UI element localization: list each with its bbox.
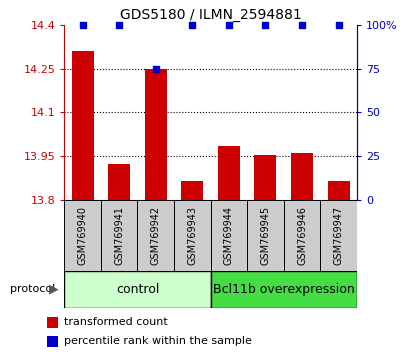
Bar xyxy=(211,271,357,308)
Bar xyxy=(254,155,276,200)
Text: GSM769941: GSM769941 xyxy=(114,206,124,265)
Text: GSM769943: GSM769943 xyxy=(187,206,197,265)
Text: control: control xyxy=(116,283,159,296)
Point xyxy=(79,22,86,28)
Bar xyxy=(64,271,210,308)
Point xyxy=(189,22,195,28)
Text: GSM769942: GSM769942 xyxy=(151,206,161,265)
Bar xyxy=(291,153,313,200)
Bar xyxy=(72,51,94,200)
Text: GSM769940: GSM769940 xyxy=(78,206,88,265)
Point xyxy=(335,22,342,28)
Text: ▶: ▶ xyxy=(49,283,59,296)
Bar xyxy=(47,336,58,347)
Point xyxy=(152,66,159,72)
Title: GDS5180 / ILMN_2594881: GDS5180 / ILMN_2594881 xyxy=(120,8,301,22)
Point xyxy=(226,22,232,28)
Text: percentile rank within the sample: percentile rank within the sample xyxy=(64,336,252,346)
Bar xyxy=(181,181,203,200)
Text: protocol: protocol xyxy=(10,284,56,295)
Bar xyxy=(211,200,247,271)
Bar xyxy=(64,200,101,271)
Bar xyxy=(145,69,167,200)
Bar xyxy=(137,200,174,271)
Text: Bcl11b overexpression: Bcl11b overexpression xyxy=(213,283,355,296)
Bar xyxy=(328,181,349,200)
Bar xyxy=(218,146,240,200)
Point xyxy=(116,22,122,28)
Point xyxy=(299,22,305,28)
Text: GSM769947: GSM769947 xyxy=(334,206,344,265)
Bar xyxy=(108,164,130,200)
Bar xyxy=(247,200,284,271)
Bar xyxy=(284,200,320,271)
Bar xyxy=(174,200,211,271)
Bar xyxy=(101,200,137,271)
Text: transformed count: transformed count xyxy=(64,318,168,327)
Bar xyxy=(320,200,357,271)
Text: GSM769944: GSM769944 xyxy=(224,206,234,265)
Point xyxy=(262,22,269,28)
Bar xyxy=(47,317,58,328)
Text: GSM769946: GSM769946 xyxy=(297,206,307,265)
Text: GSM769945: GSM769945 xyxy=(261,206,271,265)
